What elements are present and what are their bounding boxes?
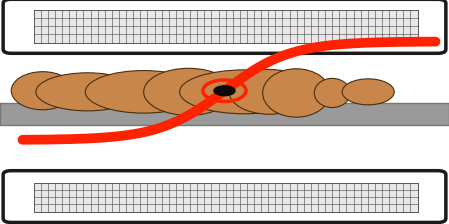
Ellipse shape [36,73,139,111]
Ellipse shape [144,68,233,115]
Ellipse shape [11,72,74,110]
FancyBboxPatch shape [3,171,446,222]
Bar [0,103,449,125]
Circle shape [342,79,394,105]
Ellipse shape [229,69,310,114]
Ellipse shape [314,78,350,108]
Circle shape [213,85,236,96]
Ellipse shape [85,71,202,113]
Ellipse shape [180,70,310,114]
Bar [34,10,418,43]
FancyBboxPatch shape [3,0,446,53]
Ellipse shape [263,69,330,117]
Bar [34,183,418,212]
